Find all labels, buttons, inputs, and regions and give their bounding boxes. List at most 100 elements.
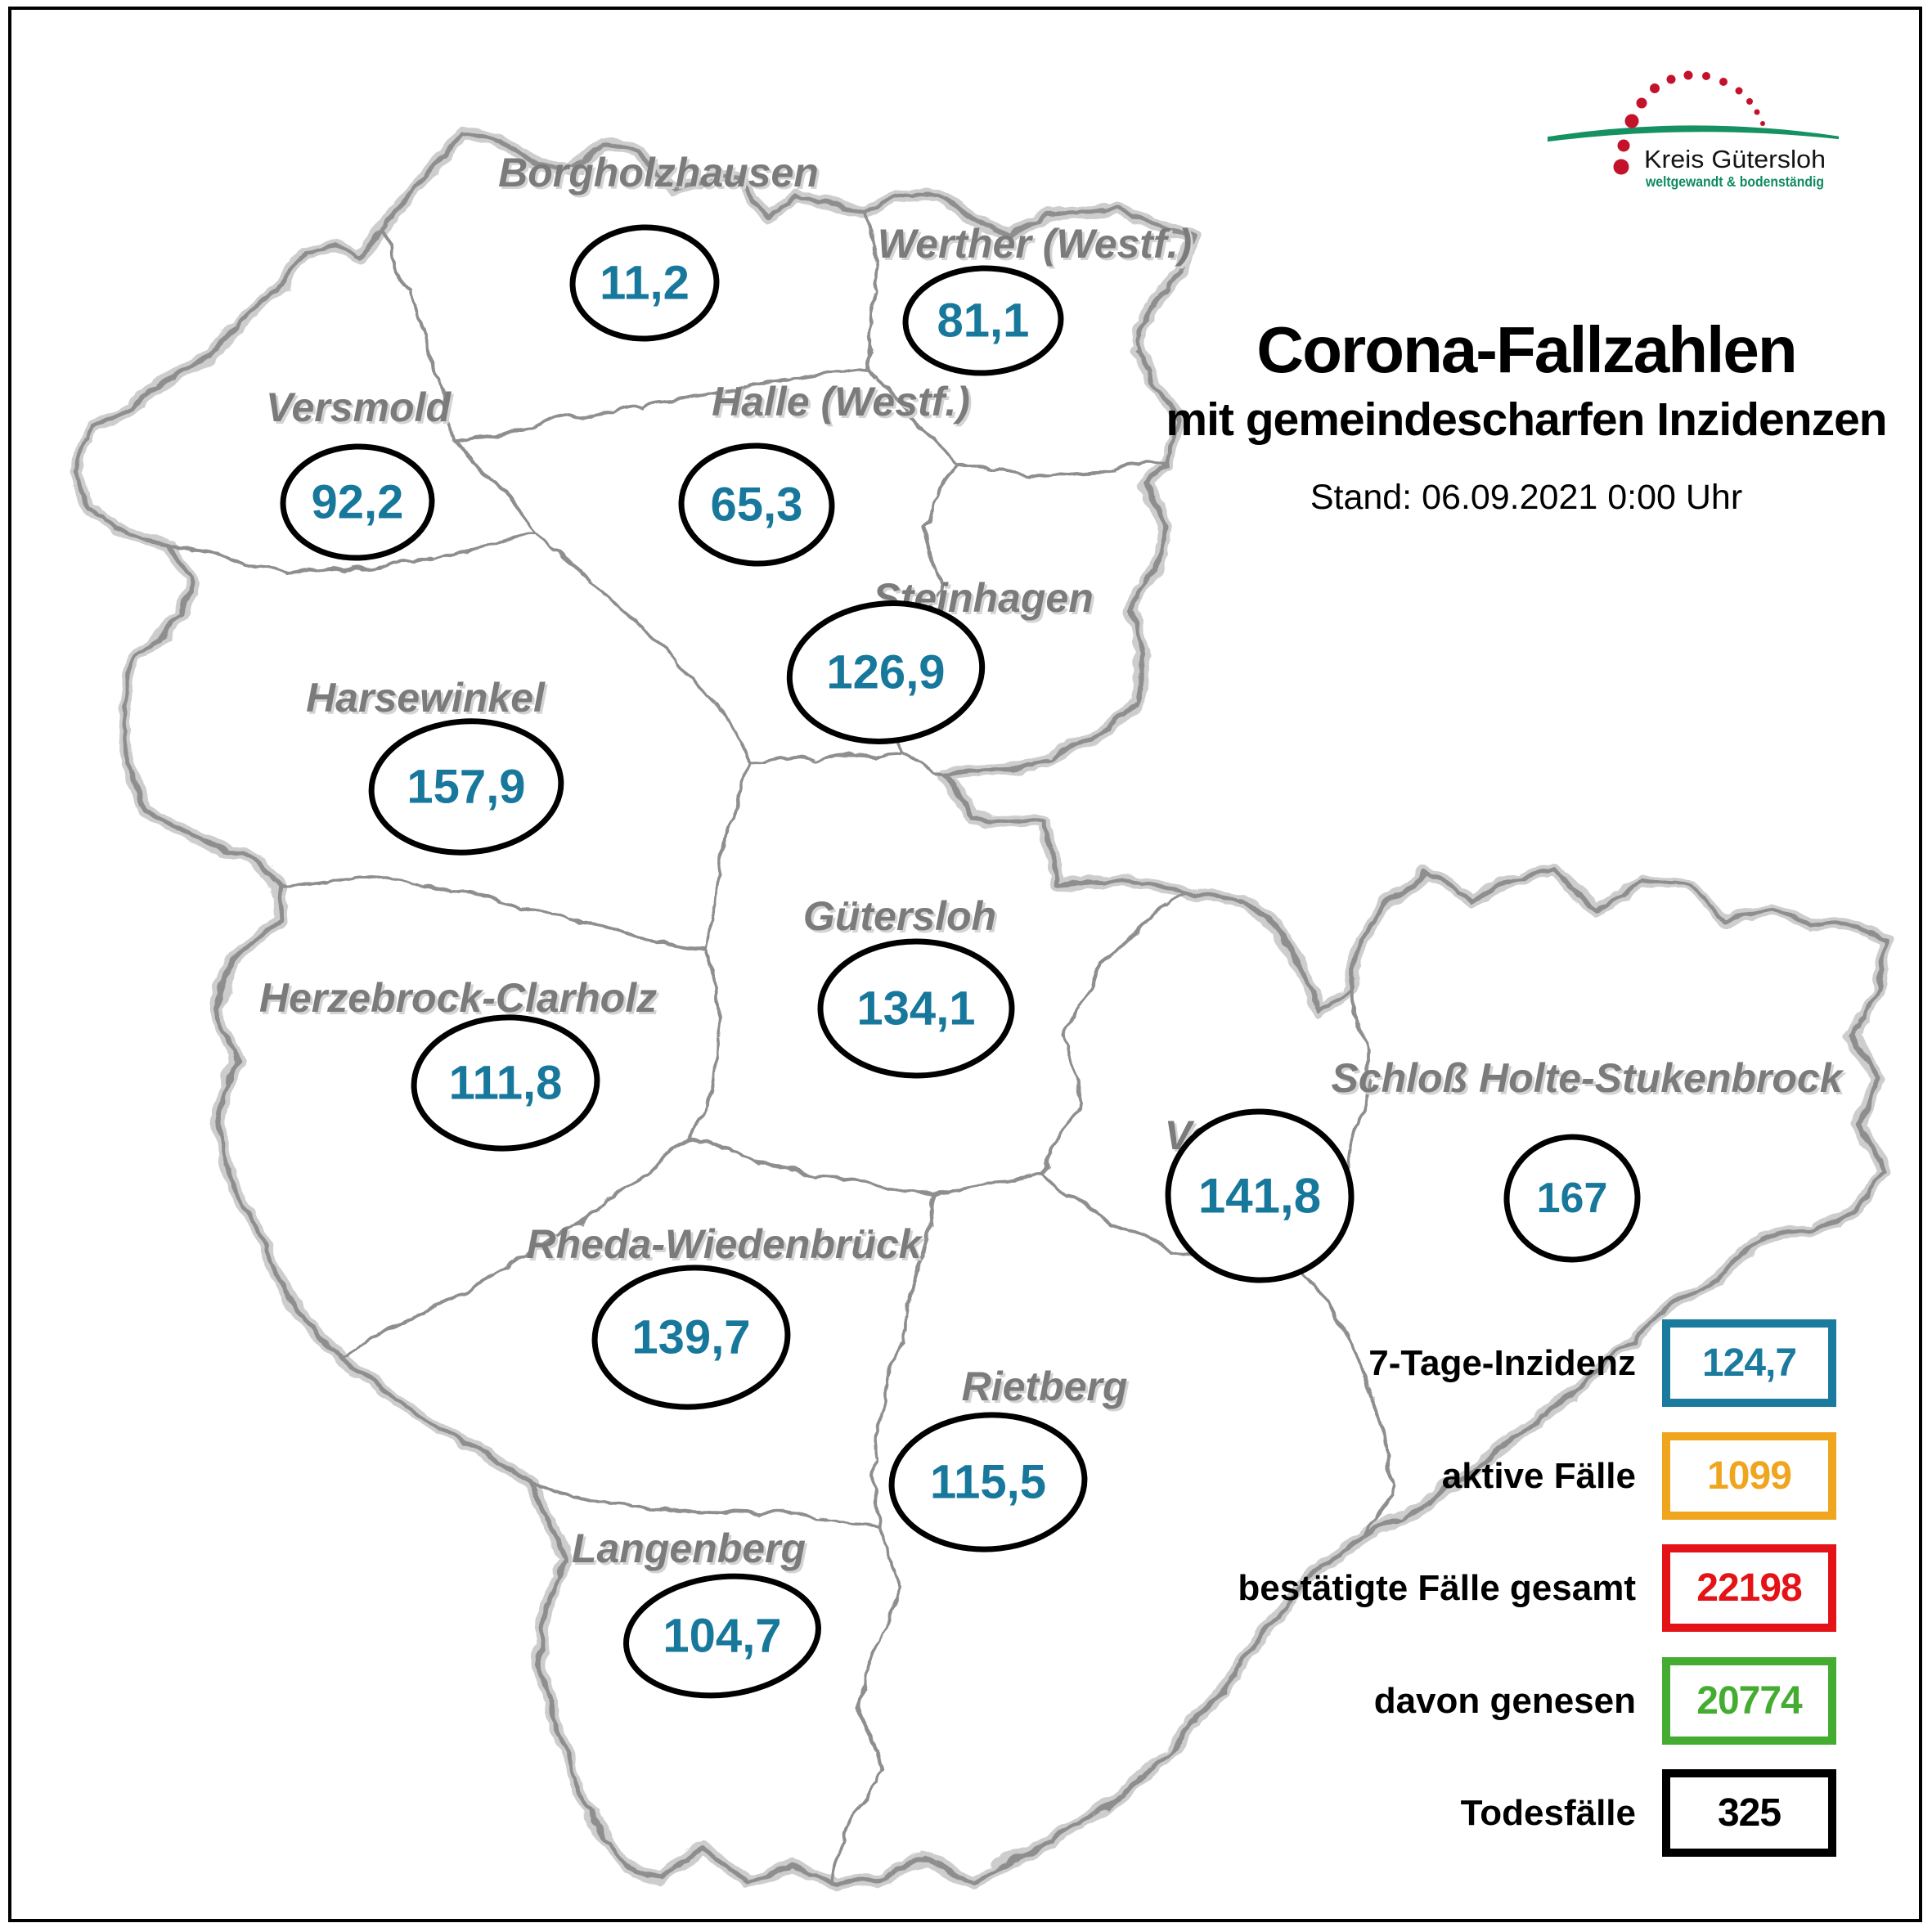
- logo-dot: [1617, 139, 1630, 152]
- incidence-ellipse: [678, 443, 835, 567]
- municipality-label: Herzebrock-Clarholz: [259, 975, 657, 1021]
- logo-dot: [1735, 87, 1743, 95]
- municipality-label-shadow: Schloß Holte-Stukenbrock: [1333, 1058, 1846, 1103]
- municipality-label: Borgholzhausen: [498, 150, 819, 195]
- logo-dot-arc: [1613, 70, 1765, 175]
- incidence-value: 141,8: [1198, 1169, 1321, 1224]
- incidence-value: 126,9: [826, 646, 945, 699]
- incidence-value: 139,7: [631, 1311, 750, 1364]
- logo-swoosh: [1548, 125, 1839, 142]
- legend-value: 22198: [1696, 1566, 1802, 1610]
- status-date: Stand: 06.09.2021 0:00 Uhr: [1310, 477, 1743, 517]
- incidence-value: 134,1: [856, 982, 975, 1036]
- legend-value: 20774: [1696, 1678, 1802, 1723]
- municipality-label-shadow: Borgholzhausen: [501, 152, 821, 198]
- municipality-label: Langenberg: [572, 1525, 806, 1571]
- municipality-label-shadow: Harsewinkel: [308, 677, 548, 723]
- legend-label: davon genesen: [1373, 1680, 1636, 1721]
- legend-row-0: 7-Tage-Inzidenz 124,7: [0, 1319, 1932, 1407]
- municipality-label-shadow: Herzebrock-Clarholz: [262, 977, 659, 1023]
- incidence-ellipse: [786, 600, 986, 744]
- district-outline: [73, 127, 1888, 1885]
- legend-value: 1099: [1707, 1453, 1792, 1498]
- logo-dot: [1702, 72, 1710, 80]
- incidence-value: 115,5: [930, 1456, 1046, 1509]
- incidence-value: 111,8: [449, 1057, 563, 1110]
- municipality-label: Rheda-Wiedenbrück: [527, 1221, 923, 1267]
- legend-value: 325: [1717, 1791, 1781, 1835]
- legend-row-2: bestätigte Fälle gesamt 22198: [0, 1544, 1932, 1632]
- logo-name: Kreis Gütersloh: [1644, 145, 1826, 173]
- legend-row-3: davon genesen 20774: [0, 1656, 1932, 1745]
- logo-dot: [1666, 74, 1676, 84]
- legend-value-box: 1099: [1662, 1431, 1836, 1520]
- municipality-3: Halle (Westf.)Halle (Westf.)65,3: [678, 379, 973, 567]
- legend-value-box: 325: [1662, 1769, 1836, 1857]
- logo-dot: [1719, 78, 1728, 86]
- incidence-ellipse: [569, 224, 720, 342]
- logo-dot: [1613, 159, 1629, 175]
- title-block: Corona-Fallzahlen mit gemeindescharfen I…: [1134, 316, 1919, 518]
- logo-dot: [1760, 121, 1765, 126]
- municipality-label: Versmold: [266, 384, 452, 430]
- municipality-label-shadow: Halle (Westf.): [714, 381, 973, 427]
- legend-value-box: 124,7: [1662, 1319, 1836, 1407]
- municipality-label-shadow: Versmold: [268, 387, 454, 433]
- legend-label: bestätigte Fälle gesamt: [1238, 1568, 1636, 1608]
- incidence-ellipse: [817, 938, 1015, 1079]
- incidence-ellipse: [591, 1265, 791, 1410]
- municipality-label-shadow: Werther (Westf.): [880, 223, 1194, 269]
- logo-dot: [1746, 98, 1753, 105]
- logo-dot: [1636, 97, 1647, 109]
- municipality-label: Rietberg: [962, 1364, 1128, 1409]
- municipality-label: Schloß Holte-Stukenbrock: [1331, 1055, 1844, 1101]
- legend-value: 124,7: [1701, 1341, 1797, 1385]
- legend-row-4: Todesfälle 325: [0, 1769, 1932, 1857]
- incidence-value: 11,2: [600, 257, 690, 310]
- incidence-ellipse: [1503, 1134, 1641, 1263]
- incidence-ellipse: [411, 1014, 600, 1152]
- incidence-ellipse: [1165, 1108, 1355, 1283]
- page-subtitle: mit gemeindescharfen Inzidenzen: [1166, 393, 1887, 446]
- page-title: Corona-Fallzahlen: [1256, 313, 1797, 386]
- map-boundaries: [69, 123, 1892, 1889]
- municipality-label-shadow: Gütersloh: [806, 896, 999, 941]
- logo-dot: [1650, 83, 1660, 93]
- municipality-label-shadow: Rietberg: [964, 1366, 1130, 1412]
- logo-dot: [1624, 114, 1639, 128]
- incidence-ellipse: [280, 443, 435, 561]
- incidence-value: 104,7: [663, 1610, 781, 1663]
- municipality-label: Werther (Westf.): [878, 221, 1192, 267]
- incidence-value: 65,3: [711, 479, 803, 532]
- municipality-8: VerlVerl141,8: [1165, 1108, 1355, 1283]
- municipality-7: Herzebrock-ClarholzHerzebrock-Clarholz11…: [259, 975, 659, 1152]
- logo-dot: [1754, 109, 1760, 115]
- municipal-boundaries: [166, 207, 1392, 1881]
- incidence-value: 157,9: [407, 761, 525, 814]
- municipality-label: Gütersloh: [803, 893, 996, 939]
- incidence-ellipse: [888, 1412, 1088, 1552]
- incidence-value: 92,2: [312, 476, 404, 529]
- logo-dot: [1683, 70, 1693, 80]
- legend-label: Todesfälle: [1460, 1793, 1636, 1833]
- legend-label: 7-Tage-Inzidenz: [1368, 1343, 1636, 1383]
- incidence-ellipse: [902, 265, 1064, 376]
- kreis-guetersloh-logo: Kreis Gütersloh weltgewandt & bodenständ…: [1548, 70, 1839, 190]
- incidence-ellipse: [368, 718, 564, 856]
- incidence-value: 81,1: [937, 294, 1030, 348]
- incidence-ellipse: [623, 1573, 821, 1699]
- municipality-1: Werther (Westf.)Werther (Westf.)81,1: [878, 221, 1194, 376]
- municipality-label-shadow: Rheda-Wiedenbrück: [529, 1224, 926, 1269]
- incidence-value: 167: [1537, 1175, 1608, 1222]
- legend-value-box: 22198: [1662, 1544, 1836, 1632]
